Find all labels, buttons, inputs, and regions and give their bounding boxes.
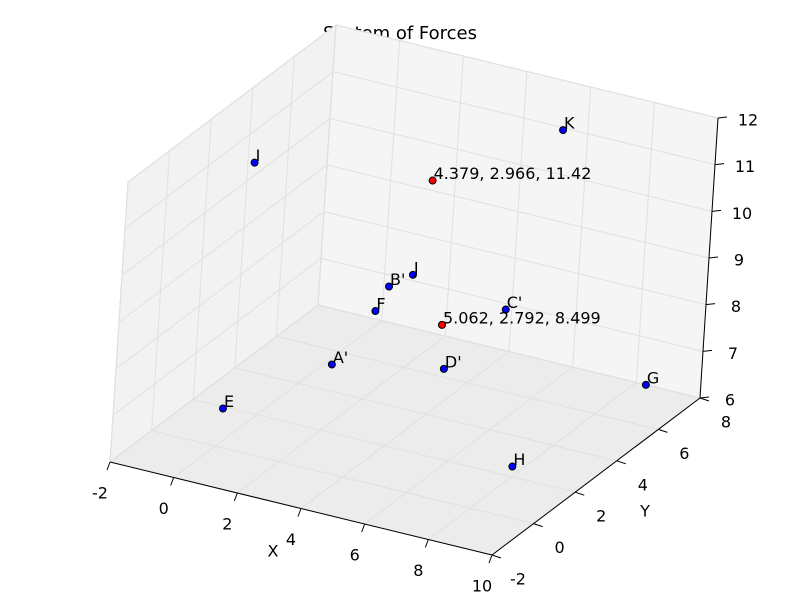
y-tick-label: -2 — [510, 570, 526, 589]
y-tick — [658, 428, 668, 433]
z-tick — [717, 116, 728, 119]
grid-line — [326, 164, 710, 259]
y-axis — [491, 397, 701, 556]
point-label: D' — [445, 352, 462, 371]
point-label: F — [376, 295, 385, 314]
x-tick — [424, 539, 429, 548]
point-label: G — [647, 368, 659, 387]
z-tick — [708, 256, 719, 259]
z-tick — [714, 163, 725, 166]
z-tick-label: 11 — [735, 157, 755, 176]
grid-line — [121, 117, 331, 276]
x-tick-label: 8 — [413, 561, 423, 580]
point — [508, 462, 517, 471]
y-tick — [575, 491, 585, 496]
z-tick-label: 8 — [731, 297, 741, 316]
grid-line — [193, 398, 576, 493]
point-label: B' — [390, 270, 405, 289]
point — [250, 158, 259, 167]
x-tick-label: 4 — [286, 530, 296, 549]
x-tick — [233, 492, 238, 502]
y-tick — [533, 523, 543, 528]
grid-line — [151, 430, 534, 525]
point-label: 5.062, 2.792, 8.499 — [443, 308, 601, 327]
x-tick — [297, 508, 302, 517]
y-tick-label: 6 — [679, 444, 689, 463]
point-label: I — [256, 146, 261, 165]
x-tick-label: 0 — [159, 499, 169, 518]
grid-line — [112, 257, 322, 416]
x-tick-label: 2 — [222, 515, 232, 534]
x-tick — [488, 554, 493, 564]
z-tick — [699, 396, 710, 399]
x-tick — [106, 461, 111, 471]
z-tick-label: 9 — [734, 251, 744, 270]
point — [408, 270, 417, 279]
grid-line — [109, 304, 319, 463]
grid-line — [276, 335, 659, 430]
z-tick-label: 12 — [738, 111, 758, 130]
z-tick — [702, 349, 713, 352]
point — [385, 282, 394, 291]
point — [428, 176, 437, 185]
y-tick-label: 0 — [555, 538, 565, 557]
grid-line — [300, 351, 510, 509]
grid-line — [335, 24, 719, 119]
x-tick — [361, 523, 366, 533]
grid-line — [234, 367, 617, 462]
z-axis — [699, 117, 719, 399]
point-label: J — [413, 258, 419, 277]
point — [371, 307, 380, 316]
grid-line — [364, 366, 573, 525]
point-label: E — [224, 392, 234, 411]
point — [327, 360, 336, 369]
grid-line — [323, 211, 707, 306]
z-tick-label: 7 — [728, 344, 738, 363]
grid-line — [329, 117, 713, 212]
x-tick — [170, 477, 175, 486]
y-tick — [491, 554, 502, 559]
z-tick — [705, 303, 716, 306]
grid-line — [428, 382, 637, 540]
point — [641, 380, 650, 389]
grid-line — [173, 320, 382, 478]
point — [559, 126, 568, 135]
y-tick — [616, 460, 626, 465]
point-label: H — [513, 450, 525, 469]
y-tick-label: 4 — [638, 475, 648, 494]
grid-line — [118, 164, 328, 323]
grid-line — [237, 335, 446, 494]
point — [439, 364, 448, 373]
z-tick — [711, 209, 722, 212]
x-tick-label: 10 — [472, 577, 492, 596]
y-tick-label: 8 — [721, 413, 731, 432]
grid-line — [332, 71, 716, 166]
y-tick — [699, 397, 710, 402]
point-label: A' — [333, 348, 348, 367]
z-tick-label: 6 — [725, 391, 735, 410]
grid-line — [317, 304, 701, 399]
point — [437, 320, 446, 329]
point-label: K — [564, 114, 575, 133]
point-label: C' — [507, 293, 523, 312]
grid-line — [320, 257, 704, 352]
grid-line — [124, 71, 334, 230]
y-axis-label: Y — [639, 502, 650, 521]
point — [501, 305, 510, 314]
point-label: 4.379, 2.966, 11.42 — [434, 164, 592, 183]
x-tick-label: 6 — [350, 546, 360, 565]
x-axis-label: X — [268, 542, 279, 561]
y-tick-label: 2 — [596, 507, 606, 526]
grid-line — [115, 211, 325, 370]
z-tick-label: 10 — [732, 204, 752, 223]
point — [218, 404, 227, 413]
grid-line — [127, 24, 337, 183]
x-tick-label: -2 — [92, 484, 108, 503]
x-axis — [109, 461, 493, 556]
